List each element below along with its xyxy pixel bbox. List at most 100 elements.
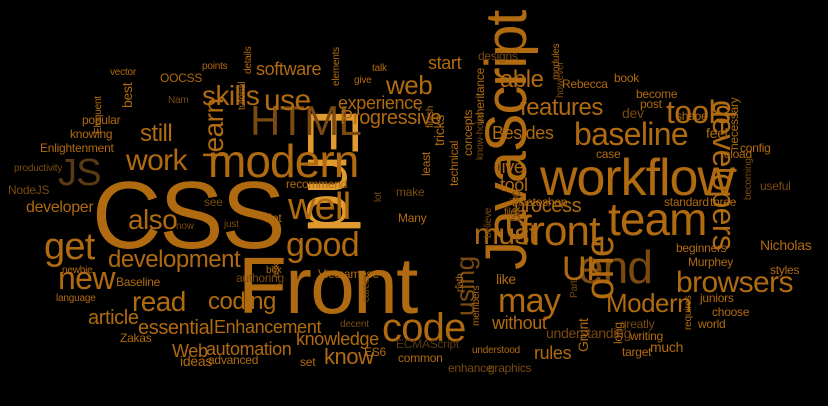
word-feel: feel [706,125,728,141]
word-much: much [650,339,684,355]
word-ui: UI [562,250,595,288]
word-designs: designs [478,49,518,63]
word-language: language [56,293,96,304]
word-requires: requires [683,295,694,330]
word-new: new [58,260,115,296]
word-modern: modern [208,135,359,187]
word-however: however [555,61,566,98]
word-may: may [498,282,561,320]
word-advanced: advanced [208,353,259,367]
word-coding: coding [208,288,276,315]
word-browsers: browsers [676,266,794,299]
word-target: target [622,345,652,359]
word-now: now [176,221,194,232]
word-read: read [132,286,186,317]
word-rules: rules [534,343,572,363]
word-nam: Nam [168,95,189,106]
word-many: Many [398,211,427,225]
word-modern: Modern [606,288,692,318]
word-css: CSS [92,162,286,269]
word-decent: decent [340,319,369,330]
word-es6: ES6 [364,345,386,359]
word-make: make [396,185,425,199]
word-viet: Viet [262,211,282,225]
word-web: Web [172,341,208,361]
word-case: case [596,147,621,161]
word-set: set [300,355,316,369]
word-enhance: enhance [448,361,493,375]
word-understanding: understanding [546,325,632,341]
word-live: live [498,157,524,177]
word-able: able [500,66,544,93]
word-murphey: Murphey [688,255,734,269]
word-knowledge: knowledge [296,329,379,349]
word-besides: Besides [492,123,554,143]
word-nicholas: Nicholas [760,237,812,253]
word-vector: vector [110,67,137,78]
word-experience: experience [338,93,423,113]
word-styles: styles [770,263,800,277]
word-photoshop: Photoshop [512,195,568,209]
word-become: become [636,87,678,101]
word-reload: reload [720,147,752,161]
word-talk: talk [372,63,387,74]
word-get: get [44,226,95,268]
word-start: start [428,53,462,73]
word-three: three [710,195,737,209]
word-members: members [471,285,482,326]
word-workflow: workflow [540,149,735,207]
word-best: best [119,82,135,108]
word-graphics: graphics [488,361,532,375]
word-enhancement: Enhancement [214,317,322,337]
word-greatly: greatly [620,317,655,331]
word-end: end [578,241,653,293]
word-zakas: Zakas [120,331,152,345]
word-use: use [264,84,311,117]
word-learn: learn [198,98,229,158]
word-technical: technical [447,140,461,186]
word-book: book [614,71,640,85]
word-writing: writing [630,329,663,343]
word-tool: tool [500,175,528,195]
word-shape: shape [676,109,708,123]
word-file: file [504,207,516,218]
word-beginners: beginners [676,241,727,255]
word-points: points [202,61,228,72]
word-dev: dev [622,105,644,121]
word-choose: choose [712,305,750,319]
word-essential: essential [138,317,214,339]
word-html: HTML [250,97,362,144]
word-like: like [496,271,516,287]
word-vietnamese: Vietnamese [318,267,379,281]
word-give: give [354,75,372,86]
word-baseline: baseline [574,116,689,152]
word-team: team [608,193,708,245]
word-front: front [520,207,601,254]
word-world: world [698,317,726,331]
word-eloquent: Eloquent [93,96,104,134]
word-lot: lot [373,192,384,202]
word-developer: developer [26,199,94,216]
word-article: article [88,307,139,329]
word-standard: standard [664,195,709,209]
word-just: just [224,219,239,230]
word-enlightenment: Enlightenment [40,141,114,155]
word-common: common [398,351,443,365]
word-becoming: becoming [743,158,754,200]
word-least: least [419,151,433,176]
word-tools: tools [666,94,731,130]
word-authoring: authoring [236,271,284,285]
word-finish: finish [425,105,436,128]
word-useful: useful [760,179,791,193]
word-productivity: productivity [14,163,63,174]
word-config: config [740,141,771,155]
word-understood: understood [472,345,521,356]
word-ideas: ideas [180,353,213,369]
word-juniors: juniors [700,291,734,305]
word-code: code [382,306,466,350]
word-skills: skills [202,80,260,111]
word-must: must [474,218,537,251]
word-details: details [243,46,254,74]
word-baseline: Baseline [116,275,161,289]
